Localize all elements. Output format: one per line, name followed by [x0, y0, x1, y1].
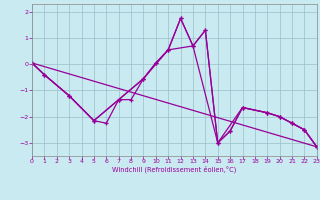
X-axis label: Windchill (Refroidissement éolien,°C): Windchill (Refroidissement éolien,°C) — [112, 166, 236, 173]
